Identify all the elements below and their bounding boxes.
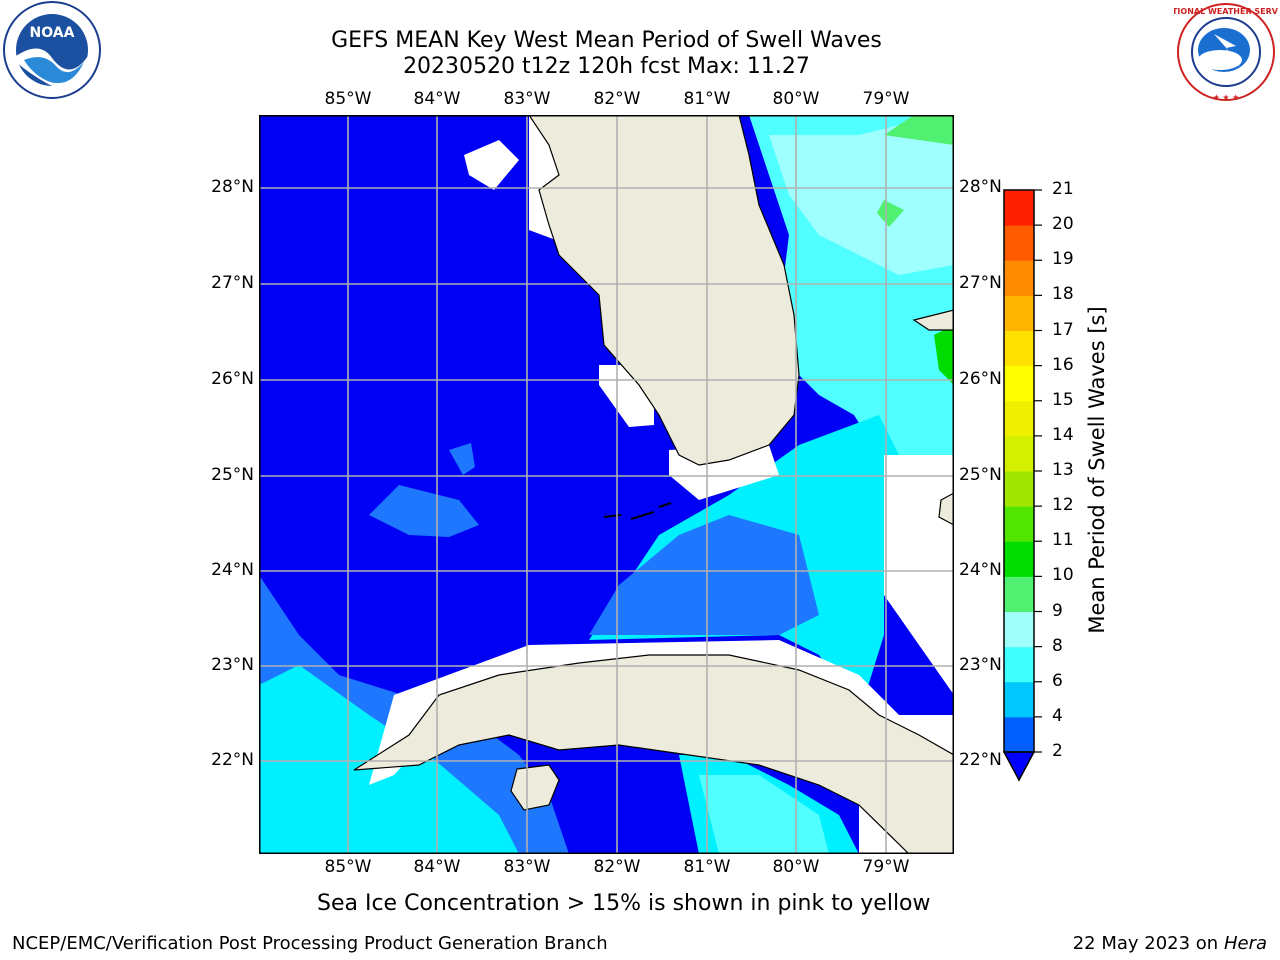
colorbar-svg bbox=[1002, 189, 1042, 782]
colorbar-tick-label: 2 bbox=[1052, 741, 1063, 761]
colorbar-tick-label: 12 bbox=[1052, 495, 1074, 516]
colorbar-tick-label: 17 bbox=[1052, 319, 1074, 340]
lat-label-left: 22°N bbox=[211, 750, 254, 770]
colorbar-ticks: 2 4 6 8 9 10 11 12 13 14 15 16 17 18 19 20 21 bbox=[1052, 0, 1092, 960]
lat-label-right: 26°N bbox=[959, 369, 1002, 389]
lon-label-top: 79°W bbox=[862, 89, 910, 109]
lon-label-bottom: 80°W bbox=[772, 857, 820, 877]
sea-patch-gulf-2 bbox=[449, 443, 475, 475]
lon-label-bottom: 84°W bbox=[413, 857, 461, 877]
lon-label-top: 80°W bbox=[772, 89, 820, 109]
colorbar-segment bbox=[1004, 225, 1034, 261]
lat-label-left: 27°N bbox=[211, 273, 254, 293]
mask-bahamas bbox=[884, 455, 954, 695]
mask-gulf-spot bbox=[464, 140, 519, 190]
sea-9-10-atlantic bbox=[769, 125, 954, 275]
lat-label-right: 23°N bbox=[959, 655, 1002, 675]
noaa-logo-text: NOAA bbox=[30, 25, 75, 41]
florida-keys bbox=[603, 502, 672, 520]
colorbar-tick-label: 4 bbox=[1052, 705, 1063, 726]
colorbar-tick-label: 15 bbox=[1052, 389, 1074, 410]
colorbar-tick-label: 20 bbox=[1052, 214, 1074, 235]
colorbar bbox=[1000, 186, 1048, 786]
colorbar-segment bbox=[1004, 681, 1034, 718]
colorbar-tick-label: 21 bbox=[1052, 179, 1074, 199]
lon-label-top: 83°W bbox=[503, 89, 551, 109]
colorbar-segment bbox=[1004, 576, 1034, 612]
lon-label-bottom: 85°W bbox=[324, 857, 372, 877]
colorbar-segment bbox=[1004, 646, 1034, 683]
map-panel bbox=[258, 114, 955, 855]
colorbar-label: Mean Period of Swell Waves [s] bbox=[1085, 306, 1109, 634]
noaa-logo: NOAA bbox=[0, 0, 104, 104]
colorbar-tick-label: 11 bbox=[1052, 530, 1074, 551]
colorbar-tick-label: 19 bbox=[1052, 249, 1074, 270]
lon-label-top: 81°W bbox=[683, 89, 731, 109]
lon-label-bottom: 81°W bbox=[683, 857, 731, 877]
colorbar-segment bbox=[1004, 330, 1034, 367]
lat-label-right: 24°N bbox=[959, 560, 1002, 580]
lat-label-left: 25°N bbox=[211, 465, 254, 485]
colorbar-tick-label: 14 bbox=[1052, 424, 1074, 445]
lon-label-top: 84°W bbox=[413, 89, 461, 109]
lat-label-left: 24°N bbox=[211, 560, 254, 580]
plot-title-line2: 20230520 t12z 120h fcst Max: 11.27 bbox=[403, 54, 810, 79]
colorbar-extend-arrow bbox=[1002, 751, 1036, 782]
map-frame bbox=[258, 114, 955, 855]
colorbar-tick-label: 6 bbox=[1052, 670, 1063, 691]
sea-green-spot bbox=[877, 200, 904, 227]
lon-label-bottom: 83°W bbox=[503, 857, 551, 877]
colorbar-segment bbox=[1004, 400, 1034, 437]
colorbar-segment bbox=[1004, 541, 1034, 577]
run-date: 22 May 2023 on Hera bbox=[1073, 933, 1267, 954]
lat-label-left: 26°N bbox=[211, 369, 254, 389]
sea-green-north bbox=[884, 115, 954, 145]
lat-label-right: 27°N bbox=[959, 273, 1002, 293]
colorbar-tick-label: 10 bbox=[1052, 565, 1074, 586]
run-date-text: 22 May 2023 on bbox=[1072, 933, 1219, 954]
lat-label-left: 23°N bbox=[211, 655, 254, 675]
colorbar-segment bbox=[1004, 190, 1034, 226]
land-florida bbox=[527, 114, 800, 466]
machine-name: Hera bbox=[1223, 933, 1267, 954]
lat-label-right: 28°N bbox=[959, 177, 1002, 197]
sea-patch-gulf-1 bbox=[369, 485, 479, 537]
svg-text:★ ★ ★: ★ ★ ★ bbox=[1213, 93, 1240, 102]
plot-title-line1: GEFS MEAN Key West Mean Period of Swell … bbox=[331, 28, 882, 53]
colorbar-segment bbox=[1004, 295, 1034, 331]
colorbar-tick-label: 9 bbox=[1052, 600, 1063, 621]
land-isle-of-youth bbox=[510, 764, 560, 811]
lat-label-right: 22°N bbox=[959, 750, 1002, 770]
colorbar-segment bbox=[1004, 716, 1034, 753]
map-svg bbox=[258, 114, 955, 855]
colorbar-tick-label: 16 bbox=[1052, 354, 1074, 375]
lat-label-right: 25°N bbox=[959, 465, 1002, 485]
colorbar-tick-label: 18 bbox=[1052, 284, 1074, 305]
lat-label-left: 28°N bbox=[211, 177, 254, 197]
colorbar-segment bbox=[1004, 471, 1034, 507]
svg-text:NATIONAL WEATHER SERVICE: NATIONAL WEATHER SERVICE bbox=[1174, 7, 1278, 16]
sea-green-east bbox=[934, 325, 954, 385]
colorbar-segment bbox=[1004, 260, 1034, 296]
lon-label-top: 85°W bbox=[324, 89, 372, 109]
lon-label-bottom: 79°W bbox=[862, 857, 910, 877]
colorbar-segment bbox=[1004, 506, 1034, 542]
branch-credit: NCEP/EMC/Verification Post Processing Pr… bbox=[12, 933, 608, 954]
sea-ice-caption: Sea Ice Concentration > 15% is shown in … bbox=[317, 891, 931, 916]
lon-label-top: 82°W bbox=[593, 89, 641, 109]
colorbar-segment bbox=[1004, 435, 1034, 472]
colorbar-tick-label: 8 bbox=[1052, 635, 1063, 656]
gridlines bbox=[259, 115, 954, 854]
lon-label-bottom: 82°W bbox=[593, 857, 641, 877]
nws-logo: NATIONAL WEATHER SERVICE ★ ★ ★ bbox=[1160, 2, 1280, 106]
colorbar-segment bbox=[1004, 611, 1034, 648]
colorbar-tick-label: 13 bbox=[1052, 460, 1074, 480]
sea-4-6-straits bbox=[589, 515, 819, 635]
colorbar-segment bbox=[1004, 365, 1034, 402]
